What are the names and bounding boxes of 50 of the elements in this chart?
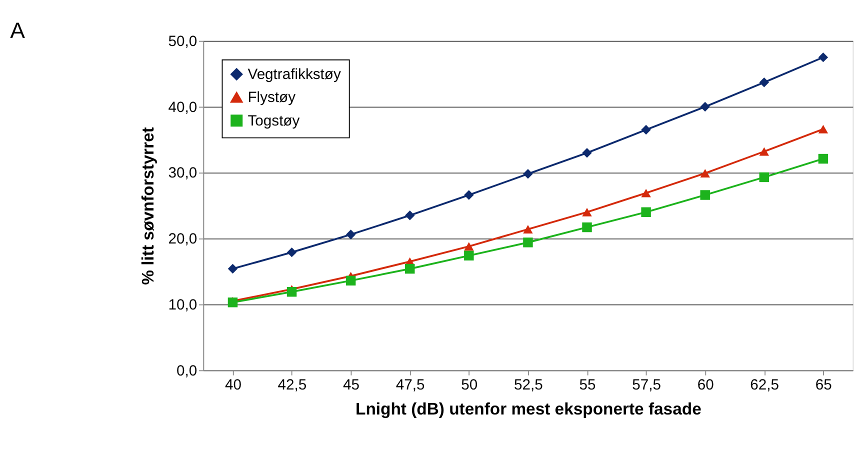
point [759, 77, 770, 88]
x-tick-label: 42,5 [278, 377, 307, 394]
y-tick-label: 10,0 [168, 297, 198, 314]
point [405, 210, 415, 220]
x-tick-label: 62,5 [750, 377, 780, 394]
y-tick-label: 0,0 [176, 363, 198, 380]
point [818, 124, 828, 134]
point [759, 147, 770, 156]
legend-label: Togstøy [248, 113, 300, 130]
x-tick-label: 52,5 [514, 377, 543, 394]
point [464, 190, 474, 200]
point [286, 286, 297, 297]
x-tick-label: 55 [579, 377, 596, 394]
y-axis-title: % litt søvnforstyrret [138, 126, 158, 285]
point [700, 102, 710, 112]
x-tick-label: 40 [224, 377, 242, 394]
x-tick-label: 57,5 [632, 377, 661, 394]
point [523, 169, 533, 179]
x-tick-label: 47,5 [396, 377, 425, 394]
point [228, 264, 238, 274]
x-tick-label: 50 [461, 377, 478, 394]
point [759, 172, 770, 182]
text: A [10, 18, 26, 44]
y-tick-label: 30,0 [168, 166, 198, 182]
x-tick-label: 60 [697, 377, 714, 394]
legend-label: Vegtrafikkstøy [248, 66, 342, 83]
point [641, 207, 651, 217]
point [405, 264, 415, 274]
point [700, 169, 710, 178]
y-tick-label: 50,0 [168, 34, 198, 50]
point [346, 276, 356, 286]
point [346, 230, 356, 240]
y-tick-label: 20,0 [168, 232, 198, 248]
x-axis-title: Lnight (dB) utenfor mest eksponerte fasade [356, 399, 702, 418]
point [464, 250, 474, 260]
point [523, 238, 533, 248]
point [582, 222, 592, 232]
point [818, 154, 828, 164]
x-tick-label: 65 [815, 377, 832, 394]
point [523, 225, 533, 234]
point [641, 188, 651, 198]
y-tick-label: 40,0 [168, 100, 198, 116]
point [582, 148, 592, 158]
point [700, 190, 710, 200]
point [818, 52, 828, 62]
point [641, 124, 651, 135]
x-tick-label: 45 [343, 377, 360, 394]
legend-label: Flystøy [248, 90, 296, 106]
point [464, 242, 474, 251]
point [286, 247, 297, 258]
